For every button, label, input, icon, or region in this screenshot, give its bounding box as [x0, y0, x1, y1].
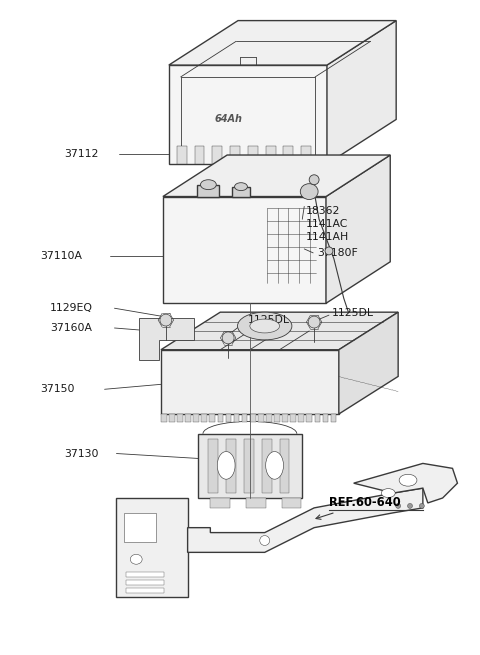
Polygon shape [327, 20, 396, 164]
Ellipse shape [235, 183, 247, 191]
Polygon shape [281, 498, 301, 508]
Polygon shape [266, 146, 276, 164]
Polygon shape [354, 463, 457, 503]
Polygon shape [126, 588, 164, 593]
Polygon shape [202, 414, 207, 422]
Polygon shape [248, 146, 258, 164]
Polygon shape [242, 414, 248, 422]
Polygon shape [169, 65, 327, 164]
Ellipse shape [238, 312, 292, 340]
Circle shape [222, 332, 234, 344]
Polygon shape [326, 155, 390, 303]
Polygon shape [126, 580, 164, 585]
Polygon shape [163, 155, 390, 196]
Polygon shape [232, 187, 250, 196]
Text: 37150: 37150 [40, 384, 75, 394]
Ellipse shape [130, 554, 142, 564]
Ellipse shape [250, 319, 279, 333]
Text: 1129EQ: 1129EQ [50, 303, 93, 313]
Polygon shape [301, 146, 311, 164]
Polygon shape [282, 414, 288, 422]
Polygon shape [314, 414, 320, 422]
Polygon shape [161, 350, 339, 414]
Text: 1125DL: 1125DL [332, 308, 374, 318]
Circle shape [420, 504, 424, 508]
Polygon shape [126, 572, 164, 577]
Ellipse shape [217, 451, 235, 479]
Polygon shape [323, 414, 328, 422]
Polygon shape [210, 498, 230, 508]
Text: 1141AH: 1141AH [306, 232, 349, 242]
Polygon shape [246, 498, 266, 508]
Text: 37112: 37112 [64, 149, 98, 159]
Polygon shape [161, 312, 398, 350]
Polygon shape [274, 414, 280, 422]
Ellipse shape [266, 451, 284, 479]
Text: 64Ah: 64Ah [215, 115, 243, 124]
Polygon shape [193, 414, 199, 422]
Text: 37110A: 37110A [40, 251, 83, 261]
Circle shape [260, 536, 270, 546]
Circle shape [396, 504, 401, 508]
Polygon shape [226, 414, 231, 422]
Polygon shape [139, 318, 193, 360]
Polygon shape [307, 414, 312, 422]
Circle shape [408, 504, 412, 508]
Polygon shape [349, 356, 369, 373]
Polygon shape [188, 488, 423, 552]
Polygon shape [117, 498, 188, 597]
Polygon shape [262, 439, 272, 493]
Polygon shape [331, 414, 336, 422]
Polygon shape [194, 146, 204, 164]
Polygon shape [217, 414, 223, 422]
Polygon shape [208, 439, 218, 493]
Text: 37130: 37130 [64, 449, 98, 458]
Polygon shape [226, 439, 236, 493]
Text: 37180F: 37180F [317, 248, 358, 258]
Text: 18362: 18362 [306, 206, 341, 216]
Polygon shape [169, 414, 175, 422]
Circle shape [308, 316, 320, 328]
Polygon shape [199, 434, 302, 498]
Polygon shape [177, 414, 183, 422]
Text: 37160A: 37160A [50, 323, 92, 333]
Polygon shape [339, 312, 398, 414]
Polygon shape [177, 146, 187, 164]
Polygon shape [169, 20, 396, 65]
Ellipse shape [325, 247, 333, 255]
Ellipse shape [381, 489, 395, 498]
Polygon shape [234, 414, 240, 422]
Polygon shape [163, 196, 326, 303]
Polygon shape [284, 146, 293, 164]
Polygon shape [250, 414, 255, 422]
Polygon shape [230, 146, 240, 164]
Polygon shape [244, 439, 254, 493]
Circle shape [160, 314, 172, 326]
Polygon shape [212, 146, 222, 164]
Ellipse shape [309, 175, 319, 185]
Text: 1141AC: 1141AC [306, 219, 348, 229]
Polygon shape [258, 414, 264, 422]
Polygon shape [290, 414, 296, 422]
Polygon shape [197, 185, 219, 196]
Ellipse shape [300, 183, 318, 200]
Polygon shape [185, 414, 191, 422]
Polygon shape [124, 513, 156, 542]
Ellipse shape [399, 474, 417, 486]
Polygon shape [161, 414, 167, 422]
Polygon shape [279, 439, 289, 493]
Polygon shape [266, 414, 272, 422]
Polygon shape [209, 414, 215, 422]
Text: REF.60-640: REF.60-640 [316, 496, 401, 519]
Polygon shape [299, 414, 304, 422]
Ellipse shape [201, 179, 216, 189]
Text: 1125DL: 1125DL [248, 315, 290, 325]
